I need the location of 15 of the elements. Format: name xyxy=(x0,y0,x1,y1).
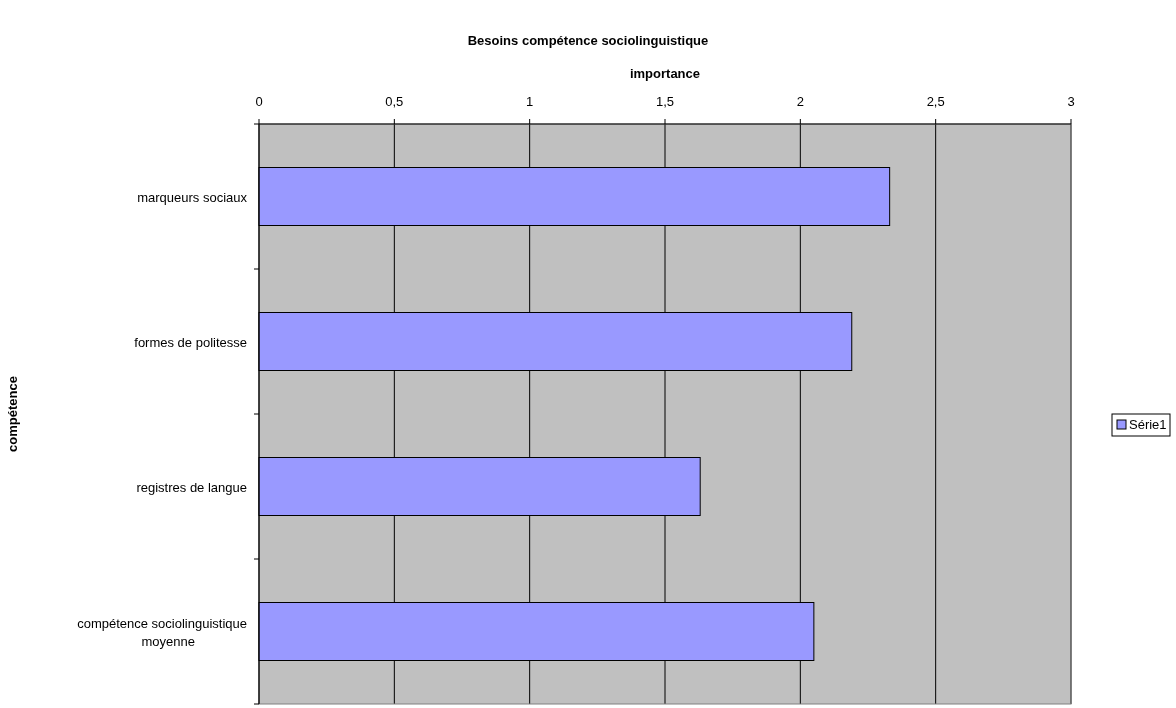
chart-title: Besoins compétence sociolinguistique xyxy=(467,33,709,48)
y-tick-label: formes de politesse xyxy=(134,334,247,350)
y-tick-label: marqueurs sociaux xyxy=(137,189,248,205)
x-tick-label: 1 xyxy=(526,94,534,109)
x-tick-label: 2 xyxy=(796,94,804,109)
x-axis-title: importance xyxy=(629,66,701,81)
x-tick-label: 0 xyxy=(255,94,263,109)
x-tick-label: 0,5 xyxy=(385,94,404,109)
x-tick-label: 2,5 xyxy=(926,94,945,109)
y-axis-title: compétence xyxy=(5,376,20,452)
legend-label: Série1 xyxy=(1129,417,1167,432)
x-tick-label: 1,5 xyxy=(655,94,675,109)
x-tick-label: 3 xyxy=(1067,94,1075,109)
y-tick-label: registres de langue xyxy=(136,479,247,495)
y-tick-label: compétence sociolinguistique moyenne xyxy=(77,615,247,649)
